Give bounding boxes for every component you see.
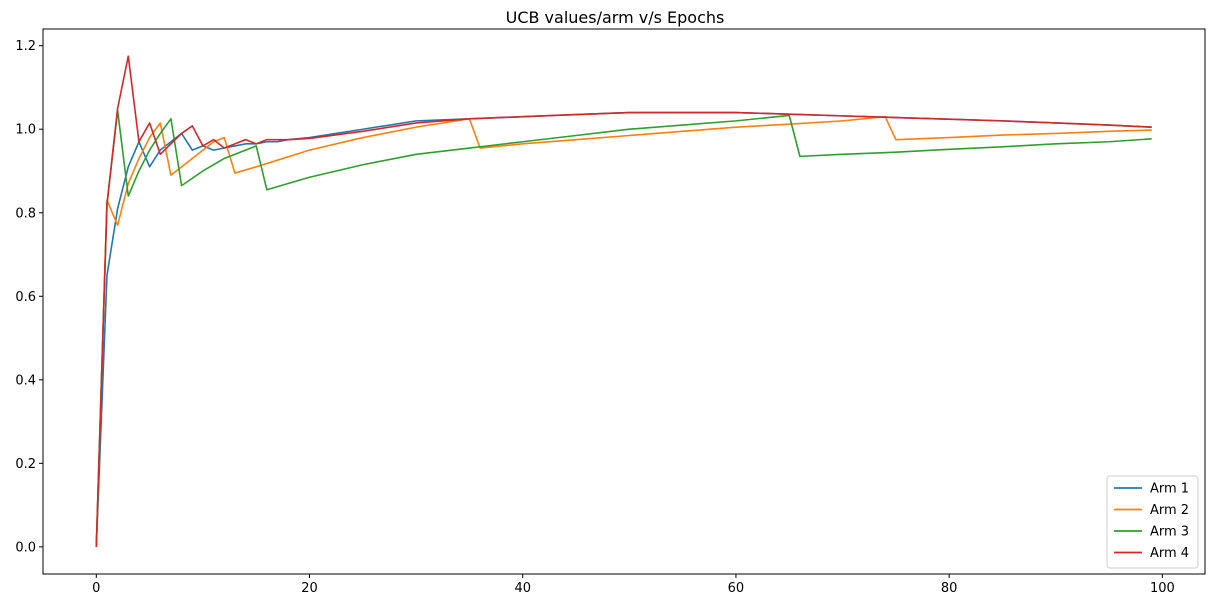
y-tick-label: 0.0 (15, 540, 36, 555)
x-tick-label: 100 (1150, 581, 1175, 596)
legend-label-arm-2: Arm 2 (1150, 503, 1189, 518)
x-tick-label: 0 (92, 581, 100, 596)
x-tick-label: 20 (301, 581, 318, 596)
y-tick-label: 0.4 (15, 373, 36, 388)
x-tick-label: 80 (941, 581, 958, 596)
y-tick-label: 1.2 (15, 39, 36, 54)
series-line-arm-3 (95, 109, 1152, 547)
legend-label-arm-4: Arm 4 (1150, 546, 1189, 561)
legend-label-arm-1: Arm 1 (1150, 482, 1189, 497)
series-line-arm-2 (95, 115, 1152, 547)
y-tick-label: 0.2 (15, 457, 36, 472)
y-tick-label: 1.0 (15, 123, 36, 138)
y-axis: 0.0 0.2 0.4 0.6 0.8 1.0 1.2 (15, 39, 43, 555)
y-tick-label: 0.8 (15, 206, 36, 221)
y-tick-label: 0.6 (15, 290, 36, 305)
series-line-arm-4 (95, 55, 1152, 547)
legend: Arm 1 Arm 2 Arm 3 Arm 4 (1106, 475, 1199, 569)
x-tick-label: 40 (514, 581, 531, 596)
x-axis: 0 20 40 60 80 100 (92, 574, 1175, 596)
legend-label-arm-3: Arm 3 (1150, 525, 1189, 540)
x-tick-label: 60 (728, 581, 745, 596)
plot-frame (42, 28, 1206, 575)
series-line-arm-1 (95, 111, 1152, 547)
legend-box (1106, 475, 1199, 569)
chart-title: UCB values/arm v/s Epochs (506, 8, 725, 27)
plot-lines (95, 55, 1152, 547)
